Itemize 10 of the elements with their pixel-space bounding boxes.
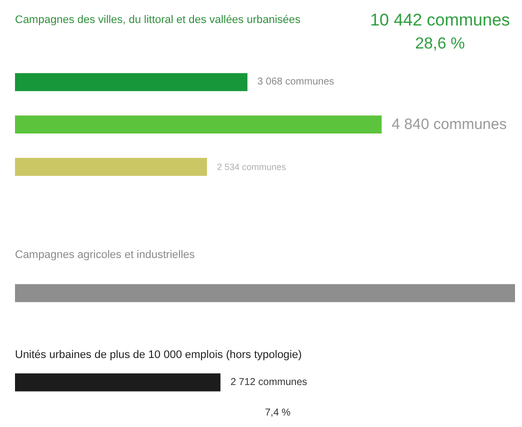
data-label: 2 534 communes xyxy=(216,162,287,172)
text: Campagnes des villes, du littoral et des vallées urbanisées xyxy=(15,14,302,26)
annotation: Campagnes agricoles et industrielles xyxy=(15,249,196,261)
data-label: 2 712 communes xyxy=(230,376,308,388)
text: 28,6 % xyxy=(415,36,465,52)
data-label: 3 068 communes xyxy=(257,76,334,88)
data-label: 4 840 communes xyxy=(392,116,507,133)
annotation: Unités urbaines de plus de 10 000 emplois (hors typologie) xyxy=(15,349,302,361)
text: 10 442 communes xyxy=(370,10,510,30)
annotation: 7,4 % xyxy=(265,408,291,418)
